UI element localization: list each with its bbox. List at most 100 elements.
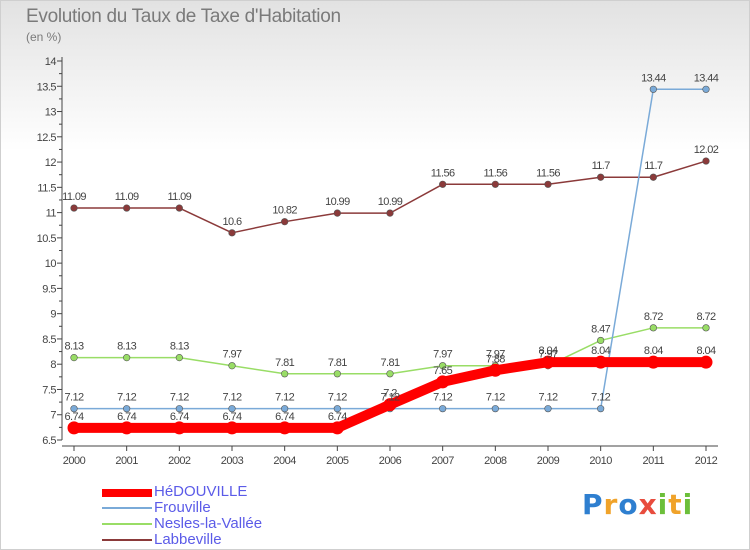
x-tick-label: 2006: [379, 455, 402, 467]
data-point: [333, 209, 341, 217]
data-label: 11.56: [431, 167, 455, 179]
data-point: [594, 355, 608, 369]
y-tick-label: 13: [45, 107, 57, 119]
x-tick-label: 2002: [168, 455, 191, 467]
y-tick-label: 11: [46, 208, 57, 220]
data-label: 7.88: [486, 353, 505, 365]
y-tick-label: 7: [50, 410, 56, 422]
y-tick-label: 13.5: [37, 81, 57, 93]
data-label: 11.7: [592, 160, 611, 172]
data-label: 8.04: [538, 345, 557, 357]
data-label: 7.97: [222, 349, 241, 361]
y-tick-label: 12: [45, 157, 57, 169]
x-tick-label: 2010: [589, 455, 612, 467]
x-tick-label: 2004: [273, 455, 296, 467]
legend-item-nesles: Nesles-la-Vallée: [102, 515, 362, 532]
data-label: 7.12: [591, 392, 610, 404]
data-label: 11.7: [644, 160, 663, 172]
data-point: [702, 85, 710, 93]
y-tick-label: 6.5: [42, 435, 56, 447]
data-label: 8.13: [117, 341, 136, 353]
data-label: 6.74: [64, 411, 83, 423]
data-label: 10.99: [378, 196, 403, 208]
data-label: 11.09: [62, 191, 86, 203]
x-tick-label: 2009: [537, 455, 560, 467]
data-label: 6.74: [328, 411, 347, 423]
data-label: 13.44: [641, 72, 666, 84]
y-tick-label: 10: [45, 258, 57, 270]
data-label: 8.72: [696, 311, 715, 323]
legend-label: Frouville: [154, 499, 211, 516]
data-point: [436, 375, 450, 389]
data-point: [175, 354, 183, 362]
y-tick-label: 11.5: [37, 182, 56, 194]
x-tick-label: 2005: [326, 455, 349, 467]
x-tick-label: 2000: [63, 455, 86, 467]
data-label: 7.65: [433, 365, 452, 377]
data-point: [67, 421, 81, 435]
data-point: [123, 354, 131, 362]
data-point: [330, 421, 344, 435]
data-label: 8.04: [644, 345, 663, 357]
y-tick-label: 8: [50, 359, 56, 371]
x-tick-label: 2012: [695, 455, 718, 467]
y-tick-label: 9: [50, 309, 56, 321]
legend-swatch: [102, 539, 152, 541]
y-tick-label: 7.5: [42, 384, 56, 396]
data-label: 7.12: [380, 392, 399, 404]
data-point: [70, 405, 78, 413]
data-label: 7.12: [328, 392, 347, 404]
data-point: [225, 421, 239, 435]
data-point: [699, 355, 713, 369]
data-point: [386, 370, 394, 378]
data-label: 11.09: [115, 191, 139, 203]
data-label: 7.97: [486, 349, 505, 361]
data-label: 8.13: [64, 341, 83, 353]
data-point: [439, 180, 447, 188]
legend-label: Nesles-la-Vallée: [154, 515, 263, 532]
data-point: [646, 355, 660, 369]
data-label: 7.2: [383, 388, 397, 400]
data-label: 6.74: [117, 411, 136, 423]
data-point: [120, 421, 134, 435]
legend-item-frouville: Frouville: [102, 499, 362, 516]
data-point: [123, 204, 131, 212]
data-label: 7.12: [433, 392, 452, 404]
data-label: 7.12: [538, 392, 557, 404]
data-point: [702, 157, 710, 165]
data-point: [702, 324, 710, 332]
x-tick-label: 2008: [484, 455, 507, 467]
data-point: [333, 370, 341, 378]
data-label: 7.12: [275, 392, 294, 404]
x-tick-label: 2007: [431, 455, 454, 467]
data-point: [175, 204, 183, 212]
data-point: [544, 180, 552, 188]
legend-swatch: [102, 507, 152, 509]
data-point: [333, 405, 341, 413]
data-label: 10.99: [325, 196, 350, 208]
data-label: 8.47: [591, 323, 610, 335]
legend-swatch: [102, 489, 152, 497]
data-point: [439, 362, 447, 370]
chart-title: Evolution du Taux de Taxe d'Habitation: [26, 6, 341, 27]
data-point: [649, 85, 657, 93]
data-point: [281, 218, 289, 226]
data-label: 6.74: [275, 411, 294, 423]
data-point: [123, 405, 131, 413]
data-point: [491, 180, 499, 188]
data-label: 7.97: [433, 349, 452, 361]
data-label: 7.12: [170, 392, 189, 404]
data-point: [228, 362, 236, 370]
data-label: 7.12: [64, 392, 83, 404]
data-point: [649, 173, 657, 181]
data-label: 12.02: [694, 144, 719, 156]
data-point: [228, 229, 236, 237]
data-label: 11.56: [483, 167, 507, 179]
data-point: [70, 204, 78, 212]
data-label: 7.81: [275, 357, 294, 369]
data-label: 6.74: [222, 411, 241, 423]
data-label: 10.82: [272, 205, 297, 217]
data-label: 7.81: [328, 357, 347, 369]
